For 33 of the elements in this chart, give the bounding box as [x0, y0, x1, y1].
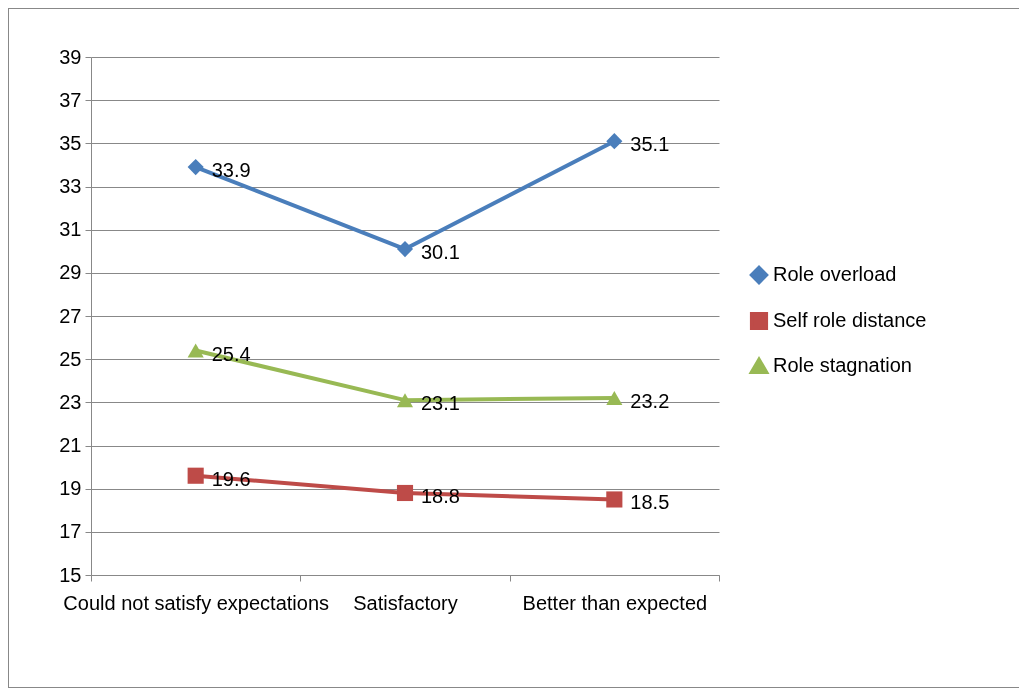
data-label: 30.1	[421, 241, 460, 264]
data-label: 23.2	[630, 390, 670, 413]
y-tick-label: 23	[59, 390, 82, 413]
y-tick-label: 27	[59, 304, 82, 327]
y-tick-label: 19	[59, 477, 82, 500]
legend-label: Role overload	[773, 263, 897, 285]
data-label: 35.1	[630, 133, 670, 156]
y-tick-label: 39	[59, 45, 82, 68]
point	[187, 467, 204, 484]
y-tick-label: 17	[59, 520, 82, 543]
x-tick-label: Satisfactory	[353, 591, 458, 614]
point	[396, 484, 414, 502]
y-tick-label: 29	[59, 261, 82, 284]
y-tick-label: 31	[59, 218, 82, 241]
point	[187, 159, 204, 176]
point	[396, 393, 414, 408]
data-label: 18.5	[630, 491, 670, 514]
y-tick-label: 37	[59, 88, 82, 111]
point	[396, 241, 414, 258]
y-tick-label: 35	[59, 131, 82, 154]
y-tick-label: 15	[59, 563, 82, 586]
y-tick-label: 21	[59, 434, 82, 456]
point	[187, 343, 204, 358]
legend-label: Self role distance	[773, 309, 927, 331]
point	[606, 133, 623, 150]
y-tick-label: 33	[59, 175, 82, 197]
point	[606, 391, 623, 405]
data-label: 33.9	[211, 159, 251, 182]
x-tick-label: Could not satisfy expectations	[63, 591, 330, 614]
point	[606, 491, 623, 508]
y-tick-label: 25	[59, 347, 82, 370]
legend-label: Role stagnation	[773, 354, 912, 376]
x-tick-label: Better than expected	[522, 591, 708, 614]
